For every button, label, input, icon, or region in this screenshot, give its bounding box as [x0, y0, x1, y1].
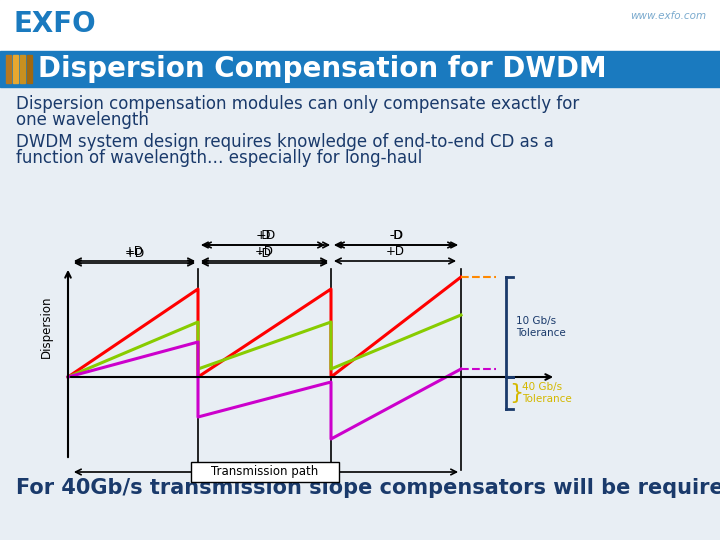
Text: Dispersion Compensation for DWDM: Dispersion Compensation for DWDM	[38, 55, 607, 83]
Text: 40 Gb/s
Tolerance: 40 Gb/s Tolerance	[522, 382, 572, 404]
Text: 10 Gb/s
Tolerance: 10 Gb/s Tolerance	[516, 316, 566, 338]
Text: function of wavelength… especially for long-haul: function of wavelength… especially for l…	[16, 149, 422, 167]
Text: one wavelength: one wavelength	[16, 111, 149, 129]
Text: +D: +D	[385, 245, 405, 258]
Bar	[6, 55, 11, 83]
Text: For 40Gb/s transmission slope compensators will be required.: For 40Gb/s transmission slope compensato…	[16, 478, 720, 498]
Text: +D: +D	[255, 245, 274, 258]
Bar	[20, 55, 25, 83]
Text: -D: -D	[258, 247, 271, 260]
Bar	[0, 51, 720, 87]
Bar	[0, 0, 720, 52]
Text: -D: -D	[390, 229, 402, 242]
Text: DWDM system design requires knowledge of end-to-end CD as a: DWDM system design requires knowledge of…	[16, 133, 554, 151]
Text: Transmission path: Transmission path	[211, 465, 318, 478]
Text: www.exfo.com: www.exfo.com	[630, 11, 706, 21]
Text: +D: +D	[125, 245, 144, 258]
Text: -D: -D	[258, 229, 271, 242]
Text: Dispersion: Dispersion	[40, 296, 53, 358]
Text: }: }	[509, 383, 523, 403]
Bar	[191, 462, 338, 482]
Text: Dispersion compensation modules can only compensate exactly for: Dispersion compensation modules can only…	[16, 95, 580, 113]
Bar	[27, 55, 32, 83]
Text: EXFO: EXFO	[14, 10, 96, 38]
Text: -D: -D	[389, 229, 403, 242]
Text: +D: +D	[125, 247, 145, 260]
Bar	[13, 55, 18, 83]
Text: +D: +D	[256, 229, 276, 242]
